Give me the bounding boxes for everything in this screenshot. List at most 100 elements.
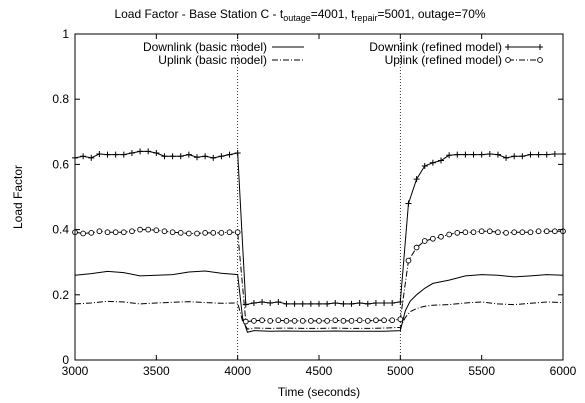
circle-marker bbox=[316, 318, 322, 324]
title-mid: =4001, t bbox=[311, 7, 355, 21]
circle-marker bbox=[251, 318, 257, 324]
chart-title: Load Factor - Base Station C - toutage=4… bbox=[114, 7, 485, 23]
plus-marker bbox=[454, 151, 461, 158]
plus-marker bbox=[128, 149, 135, 156]
y-tick-label: 0.8 bbox=[52, 92, 69, 106]
plus-marker bbox=[389, 299, 396, 306]
plus-marker bbox=[348, 300, 355, 307]
circle-marker bbox=[373, 317, 379, 324]
plus-marker bbox=[494, 151, 501, 158]
circle-marker bbox=[80, 230, 86, 237]
circle-marker bbox=[478, 228, 485, 235]
circle-marker bbox=[470, 229, 477, 236]
plus-marker bbox=[120, 151, 127, 158]
plus-marker bbox=[218, 153, 225, 160]
circle-marker bbox=[462, 229, 469, 236]
plus-marker bbox=[429, 159, 436, 166]
plus-marker bbox=[96, 150, 103, 157]
circle-marker bbox=[177, 230, 184, 236]
series-markers bbox=[72, 148, 566, 325]
legend-label: Uplink (basic model) bbox=[158, 53, 267, 67]
plus-marker bbox=[250, 299, 257, 306]
series-line-1 bbox=[74, 270, 564, 333]
circle-marker bbox=[527, 229, 534, 236]
y-tick-label: 0.6 bbox=[52, 157, 69, 171]
plus-marker bbox=[543, 151, 550, 158]
plus-marker bbox=[226, 151, 233, 158]
circle-marker bbox=[275, 317, 282, 324]
plus-marker bbox=[332, 299, 339, 306]
circle-marker bbox=[169, 229, 176, 236]
plus-marker bbox=[413, 176, 420, 183]
plus-marker bbox=[405, 200, 412, 207]
circle-marker bbox=[308, 318, 314, 324]
circle-marker bbox=[218, 230, 225, 236]
plus-marker bbox=[505, 44, 511, 50]
plus-marker bbox=[551, 150, 558, 157]
plus-marker bbox=[153, 149, 160, 156]
plus-marker bbox=[446, 152, 453, 159]
plus-marker bbox=[112, 151, 119, 158]
circle-marker bbox=[389, 317, 396, 324]
plus-marker bbox=[535, 151, 542, 158]
plus-marker bbox=[267, 299, 274, 306]
circle-marker bbox=[454, 230, 461, 236]
plus-marker bbox=[364, 300, 371, 307]
x-tick-label: 3500 bbox=[143, 364, 170, 378]
circle-marker bbox=[381, 317, 387, 324]
plus-marker bbox=[478, 151, 485, 158]
circle-marker bbox=[505, 57, 511, 63]
circle-marker bbox=[364, 318, 371, 324]
legend-label: Downlink (refined model) bbox=[369, 40, 502, 54]
plot-frame bbox=[74, 33, 564, 361]
circle-marker bbox=[543, 228, 550, 235]
circle-marker bbox=[324, 318, 330, 324]
circle-marker bbox=[438, 233, 444, 240]
circle-marker bbox=[210, 230, 217, 236]
plus-marker bbox=[381, 299, 388, 306]
plus-marker bbox=[511, 153, 518, 160]
legend: Downlink (basic model)Uplink (basic mode… bbox=[143, 40, 543, 67]
x-tick-label: 6000 bbox=[550, 364, 577, 378]
plus-marker bbox=[324, 300, 331, 307]
circle-marker bbox=[537, 57, 543, 63]
title-prefix: Load Factor - Base Station C - t bbox=[114, 7, 283, 21]
circle-marker bbox=[299, 318, 306, 324]
plus-marker bbox=[537, 44, 543, 50]
circle-marker bbox=[194, 230, 200, 237]
circle-marker bbox=[552, 228, 558, 235]
circle-marker bbox=[495, 229, 501, 236]
circle-marker bbox=[446, 231, 452, 238]
event-markers bbox=[237, 34, 401, 360]
circle-marker bbox=[486, 228, 493, 235]
circle-marker bbox=[421, 238, 428, 244]
circle-marker bbox=[96, 228, 103, 235]
x-axis-label: Time (seconds) bbox=[278, 385, 360, 399]
y-tick-label: 0 bbox=[62, 353, 69, 367]
plus-marker bbox=[356, 299, 363, 306]
plus-marker bbox=[527, 151, 534, 158]
circle-marker bbox=[202, 230, 208, 236]
plus-marker bbox=[210, 154, 217, 161]
circle-marker bbox=[153, 227, 160, 234]
title-suffix: =5001, outage=70% bbox=[377, 7, 485, 21]
series-line-2 bbox=[74, 300, 564, 330]
circle-marker bbox=[356, 317, 363, 324]
plus-marker bbox=[88, 154, 95, 161]
plus-marker bbox=[470, 151, 477, 158]
circle-marker bbox=[129, 228, 135, 235]
circle-marker bbox=[104, 229, 111, 236]
circle-marker bbox=[519, 229, 526, 236]
circle-marker bbox=[259, 317, 265, 324]
circle-marker bbox=[137, 226, 143, 233]
circle-marker bbox=[242, 318, 249, 325]
circle-marker bbox=[267, 318, 274, 324]
circle-marker bbox=[340, 318, 347, 324]
circle-marker bbox=[186, 230, 192, 237]
y-axis-label: Load Factor bbox=[11, 165, 25, 229]
plus-marker bbox=[145, 148, 152, 155]
circle-marker bbox=[226, 229, 233, 236]
plus-marker bbox=[316, 300, 322, 307]
plus-marker bbox=[372, 299, 379, 306]
circle-marker bbox=[503, 230, 509, 236]
